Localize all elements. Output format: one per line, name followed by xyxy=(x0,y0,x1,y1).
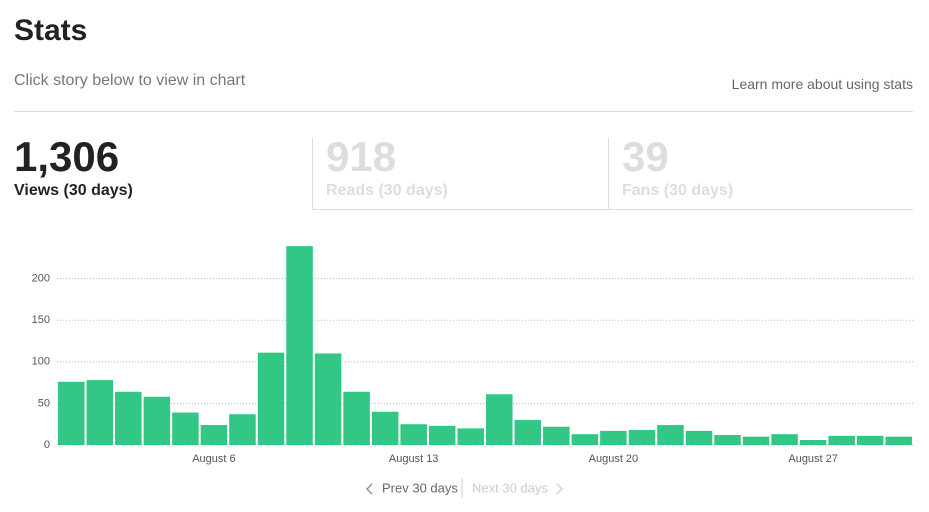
x-tick-label: August 6 xyxy=(192,453,235,465)
bar xyxy=(172,412,199,445)
subtitle: Click story below to view in chart xyxy=(14,72,246,89)
bar xyxy=(286,246,313,445)
bar xyxy=(314,353,342,445)
stat-label: Reads (30 days) xyxy=(326,182,448,199)
x-tick-label: August 13 xyxy=(389,453,439,465)
bar xyxy=(86,380,114,445)
stat-label: Views (30 days) xyxy=(14,182,133,199)
y-tick-label: 200 xyxy=(32,273,50,285)
bar xyxy=(828,435,855,445)
stat-value: 918 xyxy=(326,133,397,180)
x-tick-label: August 20 xyxy=(589,453,639,465)
bar xyxy=(657,425,684,445)
x-tick-label: August 27 xyxy=(788,453,838,465)
y-tick-label: 50 xyxy=(38,397,50,409)
bar xyxy=(200,425,228,445)
stat-value: 39 xyxy=(622,133,669,180)
reads-tab[interactable]: 918 Reads (30 days) xyxy=(312,133,608,210)
bar xyxy=(885,436,912,445)
divider xyxy=(14,111,913,112)
bar xyxy=(58,381,85,445)
y-tick-label: 150 xyxy=(32,314,50,326)
fans-tab[interactable]: 39 Fans (30 days) xyxy=(608,133,913,210)
page-title: Stats xyxy=(14,14,88,47)
bar xyxy=(543,426,570,445)
bar xyxy=(856,435,884,445)
stat-label: Fans (30 days) xyxy=(622,182,734,199)
bar xyxy=(799,440,827,445)
bar xyxy=(600,430,627,445)
bar xyxy=(571,434,599,445)
bar xyxy=(742,436,770,445)
prev-chevron[interactable] xyxy=(366,483,373,495)
bar xyxy=(628,430,656,445)
bar xyxy=(400,424,427,445)
bar xyxy=(685,430,713,445)
bar xyxy=(371,411,399,445)
bar xyxy=(257,352,285,445)
bar xyxy=(514,420,542,445)
prev-button[interactable]: Prev 30 days xyxy=(382,480,458,495)
bar xyxy=(457,428,484,445)
y-tick-label: 100 xyxy=(32,356,50,368)
help-link[interactable]: Learn more about using stats xyxy=(731,76,913,92)
bar xyxy=(229,414,256,445)
bar xyxy=(143,396,171,445)
bar xyxy=(486,394,513,445)
chart: 0 50 100 150 200 August 6 August 13 August 20 Au… xyxy=(32,246,913,465)
bar xyxy=(115,391,142,445)
y-tick-label: 0 xyxy=(44,439,50,451)
bar xyxy=(771,434,798,445)
bar xyxy=(428,425,456,445)
next-button: Next 30 days xyxy=(472,480,548,495)
stat-value: 1,306 xyxy=(14,133,120,180)
bar xyxy=(343,391,370,445)
views-tab[interactable]: 1,306 Views (30 days) xyxy=(14,133,312,210)
bar xyxy=(714,435,741,445)
chart-nav: Prev 30 days Next 30 days xyxy=(366,478,563,498)
next-chevron xyxy=(556,483,563,495)
